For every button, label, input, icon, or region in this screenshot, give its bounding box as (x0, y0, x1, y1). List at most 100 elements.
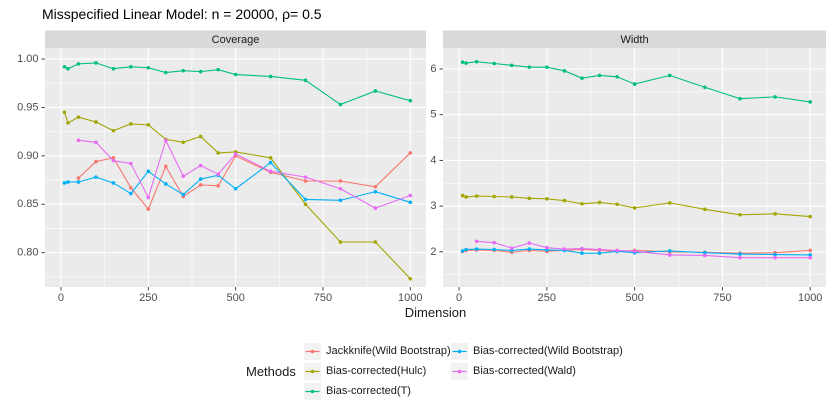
data-point (562, 198, 567, 203)
legend-item-label: Bias-corrected(Wald) (473, 365, 576, 377)
data-point (94, 175, 98, 179)
data-point (615, 202, 619, 207)
series-bias-corrected-wald-points (474, 239, 812, 260)
y-tick-label: 4 (430, 154, 436, 166)
data-point (94, 159, 98, 164)
data-point (408, 193, 413, 198)
data-point (216, 151, 220, 155)
data-point (62, 110, 67, 115)
legend-item-bias-corrected-hulc: Bias-corrected(Hulc) (304, 363, 451, 380)
data-point (198, 163, 203, 168)
data-point (464, 247, 468, 252)
legend-item-jackknife-wild-bootstrap: Jackknife(Wild Bootstrap) (304, 343, 451, 360)
chart-title: Misspecified Linear Model: n = 20000, ρ=… (42, 6, 322, 22)
data-point (703, 253, 707, 258)
data-point (632, 206, 637, 210)
data-point (268, 169, 273, 174)
chart-legend: Methods Jackknife(Wild Bootstrap) Bias-co… (0, 340, 830, 410)
series-bias-corrected-wald-points (76, 138, 413, 210)
data-point (509, 63, 514, 68)
x-tick-label: 1000 (798, 292, 822, 304)
data-point (111, 155, 116, 160)
data-point (94, 120, 98, 124)
legend-item-label: Bias-corrected(Wild Bootstrap) (473, 345, 623, 357)
data-point (580, 76, 584, 80)
data-point (703, 250, 707, 255)
data-point (545, 196, 549, 201)
data-point (460, 60, 465, 64)
data-point (632, 82, 637, 86)
data-point (738, 255, 742, 260)
data-point (492, 240, 496, 245)
data-point (94, 140, 98, 145)
data-point (408, 276, 413, 281)
x-tick-label: 750 (314, 292, 332, 304)
data-point (773, 252, 777, 257)
series-bias-corrected-t-points (62, 61, 413, 107)
data-point (129, 185, 133, 190)
data-point (808, 214, 812, 219)
y-tick-label: 2 (430, 246, 436, 258)
data-point (303, 179, 308, 183)
data-point (464, 61, 468, 65)
facet-strip-label: Width (620, 34, 648, 46)
data-point (632, 249, 637, 254)
data-point (562, 247, 567, 251)
data-point (303, 197, 308, 202)
data-point (373, 185, 378, 189)
data-point (597, 251, 602, 255)
legend-key-swatch (304, 383, 321, 400)
data-point (216, 172, 220, 177)
data-point (338, 240, 343, 244)
data-point (464, 195, 468, 199)
data-point (460, 193, 465, 198)
data-point (198, 134, 203, 139)
data-point (474, 239, 479, 244)
data-point (615, 74, 619, 79)
data-point (808, 253, 812, 257)
legend-item-bias-corrected-wild-bootstrap: Bias-corrected(Wild Bootstrap) (451, 343, 623, 360)
data-point (268, 155, 273, 160)
x-axis-title: Dimension (405, 305, 466, 320)
legend-item-bias-corrected-wald: Bias-corrected(Wald) (451, 363, 623, 380)
data-point (509, 246, 514, 250)
y-tick-label: 0.95 (17, 101, 38, 113)
x-tick-label: 250 (538, 292, 556, 304)
data-point (373, 189, 378, 194)
data-point (76, 62, 81, 66)
legend-key-swatch (451, 363, 468, 380)
facet-strip (45, 30, 426, 48)
data-point (474, 247, 479, 251)
y-tick-label: 0.85 (17, 198, 38, 210)
y-tick-label: 5 (430, 109, 436, 121)
data-point (163, 70, 168, 75)
data-point (667, 249, 672, 253)
data-point (580, 251, 584, 255)
data-point (808, 100, 812, 104)
series-bias-corrected-hulc-points (460, 193, 812, 219)
facet-strip-label: Coverage (212, 34, 260, 46)
data-point (76, 180, 81, 184)
data-point (303, 78, 308, 83)
series-bias-corrected-t-points (460, 59, 812, 104)
data-point (129, 191, 133, 196)
legend-key-swatch (451, 343, 468, 360)
data-point (62, 181, 67, 185)
data-point (198, 69, 203, 74)
data-point (703, 207, 707, 212)
data-point (76, 138, 81, 143)
data-point (562, 69, 567, 73)
x-tick-label: 250 (139, 292, 157, 304)
data-point (338, 198, 343, 203)
x-tick-label: 500 (625, 292, 643, 304)
data-point (62, 64, 67, 69)
data-point (198, 183, 203, 187)
x-tick-label: 0 (456, 292, 462, 304)
x-tick-label: 750 (713, 292, 731, 304)
data-point (146, 65, 151, 70)
data-point (181, 174, 186, 178)
data-point (474, 194, 479, 198)
data-point (408, 151, 413, 155)
data-point (111, 66, 116, 71)
